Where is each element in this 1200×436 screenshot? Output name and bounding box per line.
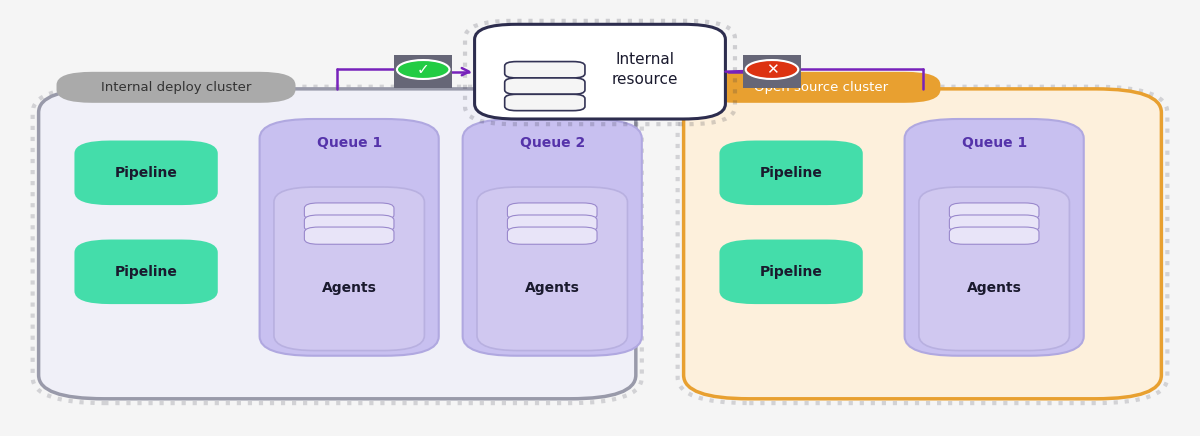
FancyBboxPatch shape [305,203,394,220]
FancyBboxPatch shape [508,227,598,244]
FancyBboxPatch shape [305,227,394,244]
FancyBboxPatch shape [274,187,425,351]
FancyBboxPatch shape [259,119,439,356]
Text: Agents: Agents [322,281,377,296]
Text: Pipeline: Pipeline [760,265,822,279]
Text: Agents: Agents [967,281,1021,296]
FancyBboxPatch shape [505,78,584,94]
FancyBboxPatch shape [905,119,1084,356]
Text: ✓: ✓ [416,62,430,77]
Text: ✕: ✕ [766,62,779,77]
Text: Internal
resource: Internal resource [612,52,678,87]
FancyBboxPatch shape [74,140,217,205]
Text: Pipeline: Pipeline [115,166,178,180]
FancyBboxPatch shape [720,140,863,205]
Text: Pipeline: Pipeline [760,166,822,180]
FancyBboxPatch shape [476,187,628,351]
Circle shape [745,60,798,79]
FancyBboxPatch shape [463,119,642,356]
FancyBboxPatch shape [505,61,584,78]
Text: Agents: Agents [524,281,580,296]
FancyBboxPatch shape [508,203,598,220]
FancyBboxPatch shape [56,72,295,103]
FancyBboxPatch shape [949,203,1039,220]
FancyBboxPatch shape [505,94,584,111]
FancyBboxPatch shape [395,54,452,88]
FancyBboxPatch shape [684,89,1162,399]
Circle shape [397,60,450,79]
FancyBboxPatch shape [743,54,800,88]
Text: Open source cluster: Open source cluster [754,81,888,94]
FancyBboxPatch shape [919,187,1069,351]
FancyBboxPatch shape [508,215,598,232]
Text: Pipeline: Pipeline [115,265,178,279]
FancyBboxPatch shape [38,89,636,399]
Text: Internal deploy cluster: Internal deploy cluster [101,81,251,94]
FancyBboxPatch shape [720,239,863,304]
FancyBboxPatch shape [702,72,941,103]
FancyBboxPatch shape [949,227,1039,244]
FancyBboxPatch shape [74,239,217,304]
FancyBboxPatch shape [474,24,726,119]
FancyBboxPatch shape [949,215,1039,232]
FancyBboxPatch shape [305,215,394,232]
Text: Queue 1: Queue 1 [317,136,382,150]
Text: Queue 2: Queue 2 [520,136,584,150]
Text: Queue 1: Queue 1 [961,136,1027,150]
